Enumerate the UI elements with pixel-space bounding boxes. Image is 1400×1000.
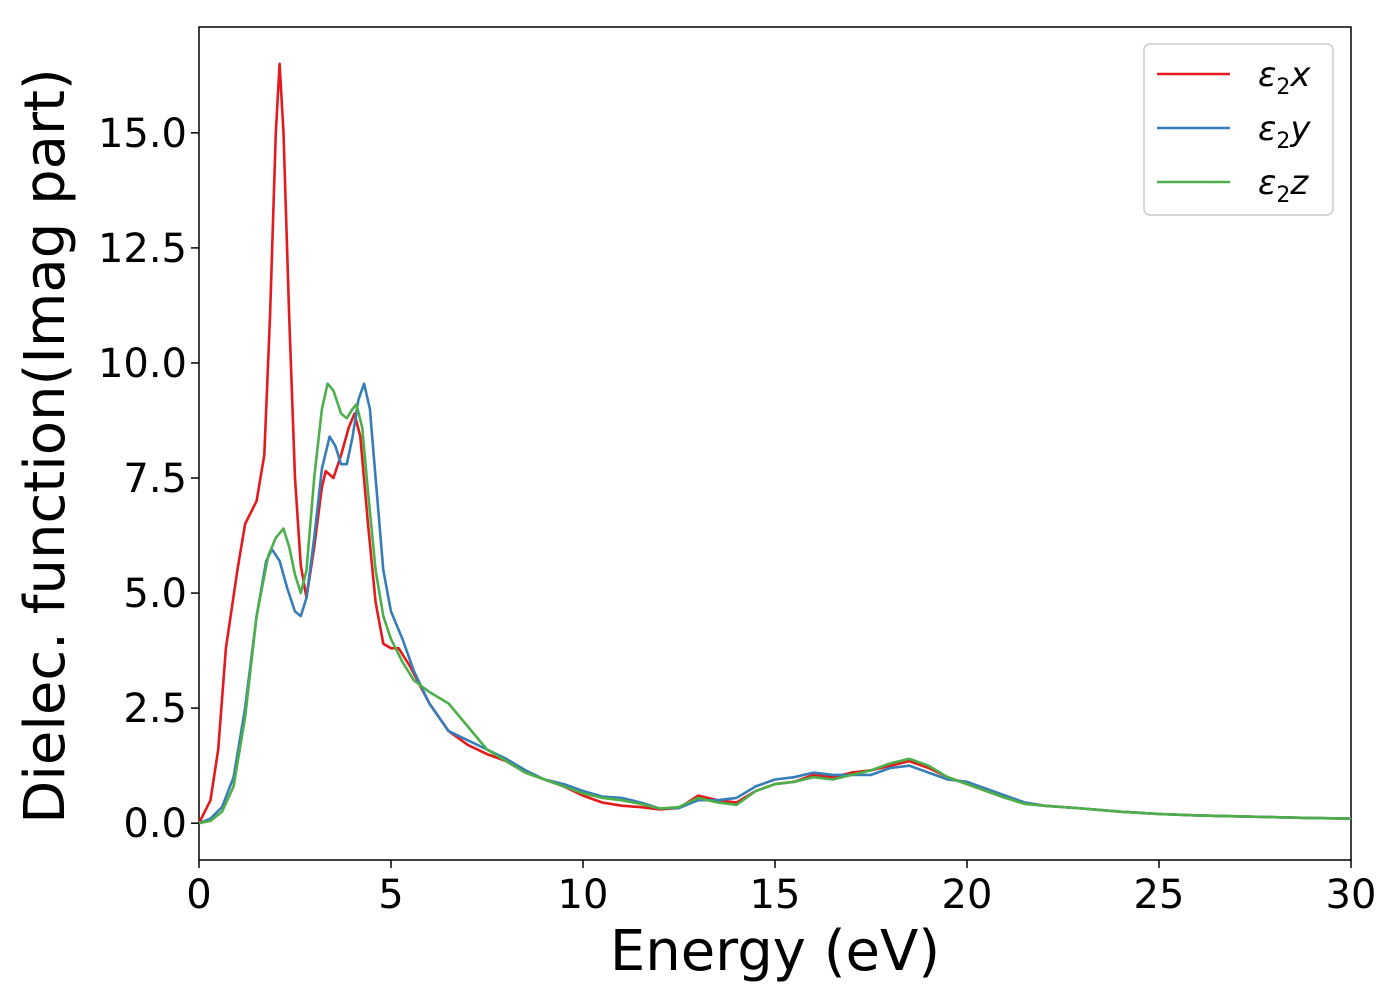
series-layer [197,62,1352,825]
x-tick-label: 10 [558,872,609,918]
x-tick-label: 20 [942,872,993,918]
legend-entry-z: ε2z [1258,163,1309,208]
series-line-z [198,382,1352,825]
x-axis-label: Energy (eV) [610,919,940,984]
y-tick-label: 2.5 [123,686,187,732]
legend: ε2x ε2y ε2z [1143,43,1334,216]
y-tick-label: 10.0 [98,341,187,387]
x-axis-ticks: 0 5 10 15 20 25 30 [186,860,1376,918]
y-tick-label: 15.0 [98,111,187,157]
y-axis-ticks: 0.0 2.5 5.0 7.5 10.0 12.5 15.0 [98,111,199,847]
x-tick-label: 30 [1326,872,1377,918]
legend-entry-y: ε2y [1258,109,1311,154]
y-axis-label: Dielec. function(Imag part) [13,68,78,824]
x-tick-label: 5 [378,872,403,918]
legend-entry-x: ε2x [1258,55,1311,100]
y-tick-label: 5.0 [123,571,187,617]
x-tick-label: 25 [1134,872,1185,918]
y-tick-label: 0.0 [123,801,187,847]
x-tick-label: 15 [750,872,801,918]
legend-box [1143,43,1334,216]
x-tick-label: 0 [186,872,211,918]
y-tick-label: 7.5 [123,456,187,502]
y-tick-label: 12.5 [98,226,187,272]
series-line-y [198,382,1352,825]
